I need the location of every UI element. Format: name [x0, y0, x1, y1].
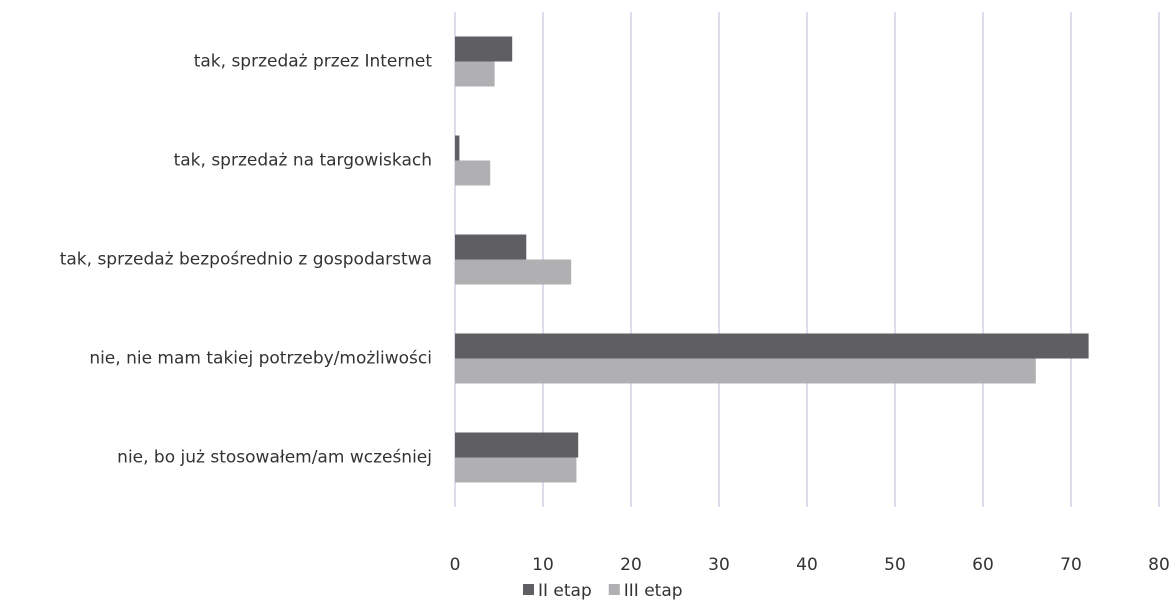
y-tick-label: tak, sprzedaż na targowiskach — [174, 151, 432, 171]
x-tick-label: 40 — [796, 555, 818, 575]
x-tick-label: 10 — [532, 555, 554, 575]
bar — [455, 36, 513, 62]
y-tick-label: tak, sprzedaż przez Internet — [194, 52, 433, 72]
bar — [455, 234, 527, 260]
x-tick-label: 50 — [884, 555, 906, 575]
bar — [455, 432, 579, 458]
legend-label: II etap — [538, 581, 592, 601]
x-tick-label: 20 — [620, 555, 642, 575]
x-tick-label: 0 — [450, 555, 461, 575]
legend-label: III etap — [624, 581, 683, 601]
bar — [455, 333, 1089, 359]
bar — [455, 457, 577, 483]
y-tick-label: nie, bo już stosowałem/am wcześniej — [117, 448, 432, 468]
x-tick-label: 30 — [708, 555, 730, 575]
bar — [455, 135, 460, 161]
x-tick-label: 60 — [972, 555, 994, 575]
bar — [455, 259, 572, 285]
bar — [455, 160, 491, 186]
x-tick-label: 70 — [1060, 555, 1082, 575]
legend-swatch — [608, 584, 620, 595]
y-tick-label: nie, nie mam takiej potrzeby/możliwości — [89, 349, 432, 369]
x-tick-label: 80 — [1148, 555, 1170, 575]
bar — [455, 358, 1036, 384]
y-tick-label: tak, sprzedaż bezpośrednio z gospodarstw… — [60, 250, 432, 270]
bar — [455, 61, 495, 87]
legend-swatch — [523, 584, 534, 595]
